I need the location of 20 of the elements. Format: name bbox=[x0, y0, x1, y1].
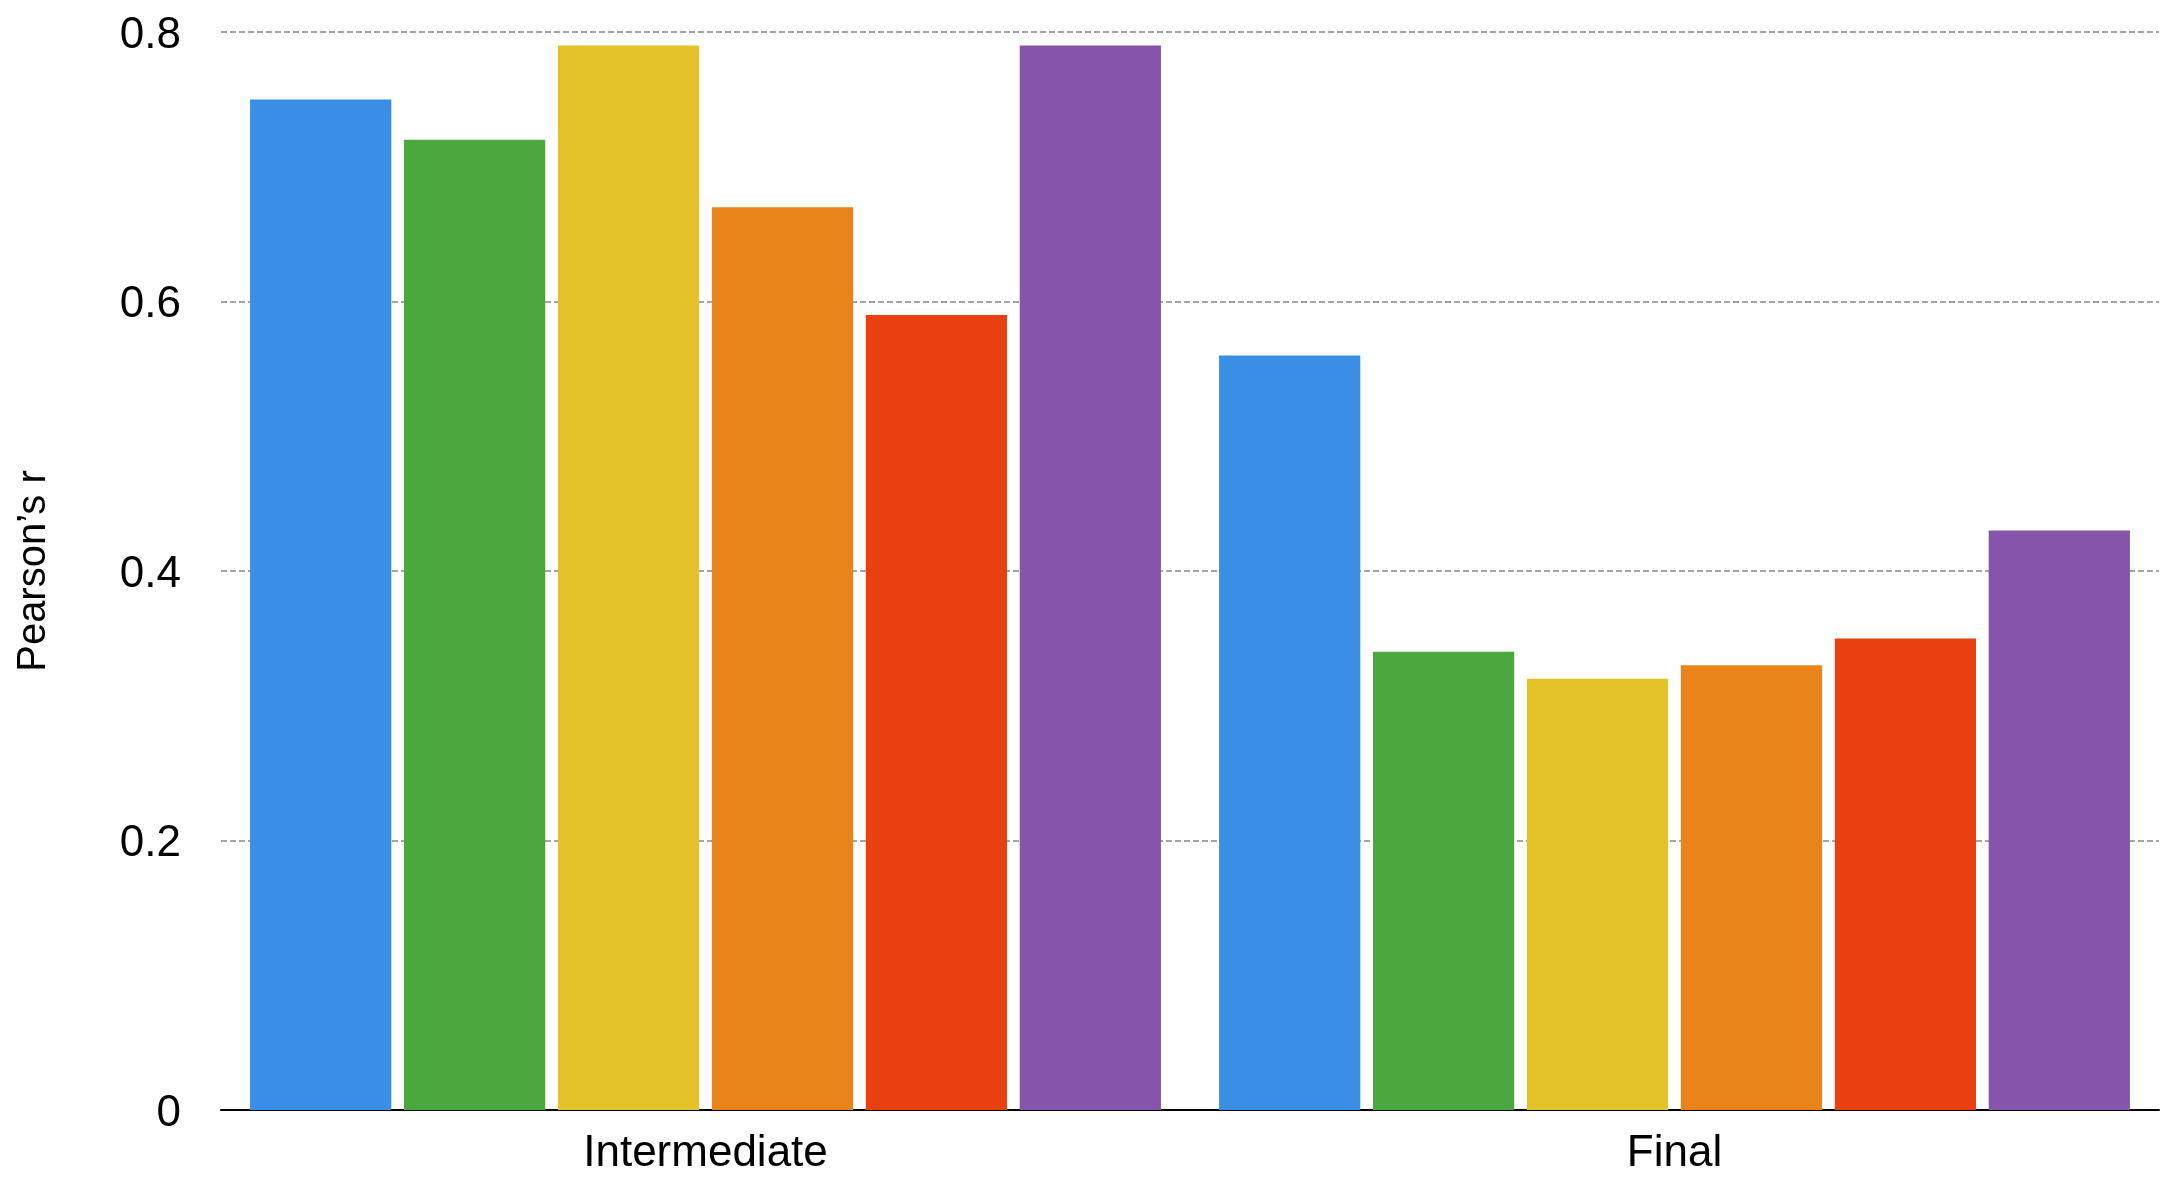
x-tick-label: Intermediate bbox=[583, 1125, 828, 1175]
y-tick-label: 0.2 bbox=[119, 816, 181, 865]
y-tick-label: 0 bbox=[156, 1085, 181, 1135]
y-axis-title: Pearson’s r bbox=[9, 470, 53, 672]
bar bbox=[865, 314, 1007, 1110]
bar bbox=[404, 139, 546, 1110]
x-tick-label: Final bbox=[1626, 1125, 1723, 1175]
bar bbox=[1834, 638, 1976, 1110]
bar bbox=[1373, 651, 1515, 1110]
bar bbox=[1019, 45, 1161, 1110]
bar bbox=[250, 99, 392, 1110]
bar bbox=[1680, 665, 1823, 1110]
y-tick-label: 0.6 bbox=[119, 277, 181, 326]
bar bbox=[1526, 678, 1669, 1110]
y-tick-label: 0.8 bbox=[119, 7, 181, 57]
bar bbox=[711, 207, 854, 1110]
bar bbox=[1219, 355, 1361, 1110]
bar bbox=[557, 45, 700, 1110]
bar bbox=[1988, 530, 2130, 1110]
y-tick-label: 0.4 bbox=[119, 546, 181, 596]
